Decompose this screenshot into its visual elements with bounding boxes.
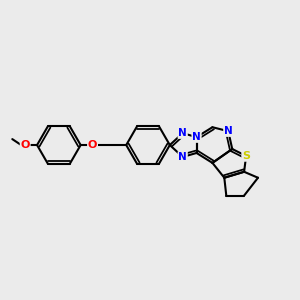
Text: N: N <box>224 126 233 136</box>
Text: N: N <box>192 132 201 142</box>
Text: N: N <box>178 152 187 162</box>
Text: S: S <box>242 151 250 161</box>
Text: O: O <box>88 140 97 150</box>
Text: O: O <box>20 140 30 150</box>
Text: N: N <box>178 128 187 138</box>
